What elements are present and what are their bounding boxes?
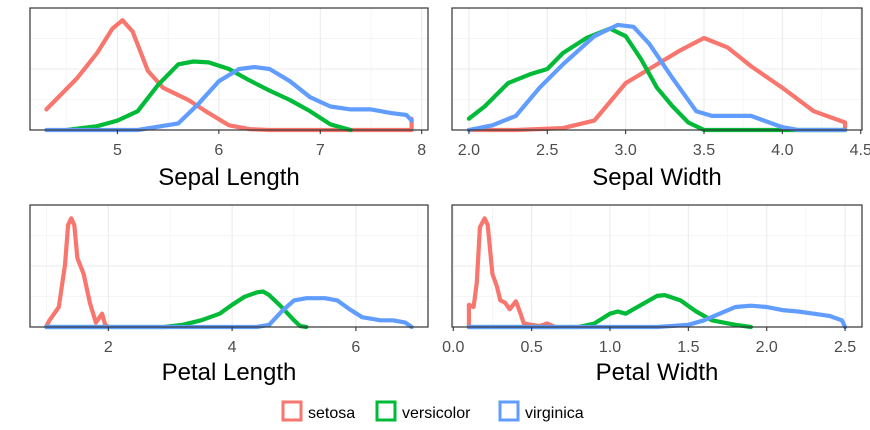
panel-petal-length: 2 4 6 Petal Length (29, 204, 429, 386)
density-curve-virginica (466, 22, 848, 133)
x-axis-title: Petal Length (162, 359, 297, 386)
panel-border (451, 7, 863, 131)
x-tick-label: 4 (228, 339, 237, 356)
panel-sepal-length: 5 6 7 8 Sepal Length (29, 7, 429, 191)
x-tick-label: 0.5 (520, 339, 542, 356)
legend-key-versicolor (375, 400, 397, 422)
x-tick-label: 7 (316, 142, 325, 159)
density-curve-setosa (466, 35, 848, 133)
legend-label-setosa: setosa (308, 405, 355, 422)
x-axis-title: Petal Width (596, 359, 719, 386)
x-tick-label: 6 (214, 142, 223, 159)
panel-petal-width: 0.0 0.5 1.0 1.5 2.0 2.5 Petal Width (442, 204, 863, 386)
x-tick-label: 4.5 (850, 142, 870, 159)
x-tick-label: 3.5 (693, 142, 715, 159)
x-tick-label: 2.5 (536, 142, 558, 159)
x-tick-label: 4.0 (771, 142, 793, 159)
x-tick-label: 2.0 (458, 142, 480, 159)
density-curve-setosa (466, 216, 558, 330)
panel-border (29, 204, 429, 328)
density-curve-versicolor (64, 59, 353, 133)
density-curve-virginica (44, 65, 414, 133)
x-tick-label: 3.0 (615, 142, 637, 159)
density-curve-virginica (44, 296, 414, 330)
legend-label-virginica: virginica (525, 405, 584, 422)
density-curve-virginica (466, 303, 848, 330)
legend-key-setosa (281, 400, 303, 422)
x-tick-label: 5 (113, 142, 122, 159)
x-tick-label: 0.0 (442, 339, 464, 356)
x-tick-label: 8 (417, 142, 426, 159)
density-curve-versicolor (44, 289, 309, 330)
x-tick-label: 1.0 (599, 339, 621, 356)
density-curve-setosa (44, 216, 111, 330)
panel-border (29, 7, 429, 131)
legend: setosa versicolor virginica (281, 400, 584, 422)
legend-key-virginica (498, 400, 520, 422)
panels: 5 6 7 8 Sepal Length 2.0 2.5 3.0 3.5 4.0 4.5 Sepal … (29, 7, 870, 386)
x-tick-label: 1.5 (677, 339, 699, 356)
x-tick-label: 2.0 (756, 339, 778, 356)
x-axis-title: Sepal Length (158, 164, 299, 191)
x-tick-label: 2.5 (834, 339, 856, 356)
panel-sepal-width: 2.0 2.5 3.0 3.5 4.0 4.5 Sepal Width (451, 7, 870, 191)
panel-border (451, 204, 863, 328)
legend-label-versicolor: versicolor (402, 405, 471, 422)
x-axis-title: Sepal Width (592, 164, 721, 191)
x-tick-label: 2 (104, 339, 113, 356)
x-tick-label: 6 (351, 339, 360, 356)
